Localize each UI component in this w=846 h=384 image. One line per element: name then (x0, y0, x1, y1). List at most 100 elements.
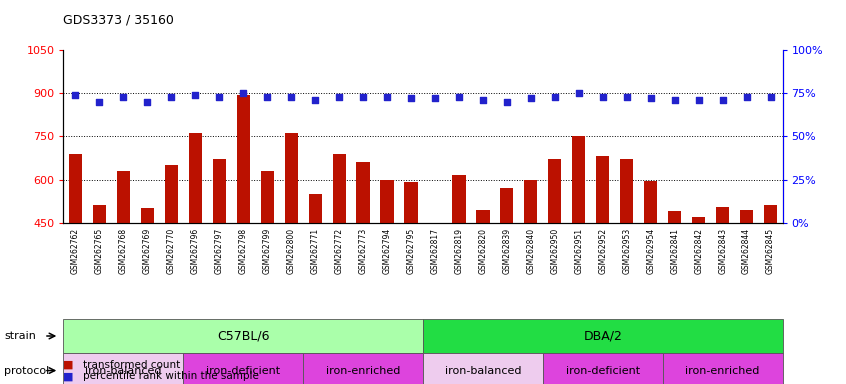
Text: GSM262954: GSM262954 (646, 227, 655, 274)
Text: strain: strain (4, 331, 36, 341)
Point (212, 94, 226, 100)
Text: iron-balanced: iron-balanced (85, 366, 162, 376)
Text: GSM262950: GSM262950 (551, 227, 559, 274)
Point (404, 95, 418, 101)
Text: GSM262843: GSM262843 (718, 227, 727, 274)
Text: percentile rank within the sample: percentile rank within the sample (83, 371, 259, 381)
Bar (476, 210, 490, 223)
Point (667, 97, 681, 103)
Bar (189, 134, 202, 223)
Point (572, 90, 585, 96)
Bar (740, 210, 753, 223)
Text: GSM262799: GSM262799 (263, 227, 272, 274)
Point (716, 97, 729, 103)
Text: GSM262772: GSM262772 (335, 227, 343, 274)
Text: iron-enriched: iron-enriched (326, 366, 400, 376)
Bar (453, 175, 465, 223)
Point (356, 94, 370, 100)
Bar (620, 159, 634, 223)
Text: GSM262795: GSM262795 (407, 227, 415, 274)
Bar (381, 180, 393, 223)
Point (92, 99, 106, 105)
Text: GSM262819: GSM262819 (454, 227, 464, 273)
Point (308, 97, 321, 103)
Text: ■: ■ (63, 371, 74, 381)
Text: GSM262794: GSM262794 (382, 227, 392, 274)
Text: GSM262841: GSM262841 (670, 227, 679, 273)
Point (140, 99, 154, 105)
Text: GSM262844: GSM262844 (742, 227, 751, 274)
Text: GSM262845: GSM262845 (766, 227, 775, 274)
Bar (140, 208, 154, 223)
Text: GSM262773: GSM262773 (359, 227, 367, 274)
Point (117, 94, 130, 100)
Bar (93, 205, 106, 223)
Text: iron-balanced: iron-balanced (445, 366, 521, 376)
Bar (764, 205, 777, 223)
Point (189, 92, 202, 98)
Bar (644, 181, 657, 223)
Bar (117, 171, 130, 223)
Point (428, 95, 442, 101)
Text: GSM262770: GSM262770 (167, 227, 176, 274)
Point (500, 99, 514, 105)
Bar (596, 157, 609, 223)
Point (332, 94, 346, 100)
Bar (548, 159, 562, 223)
Point (452, 94, 465, 100)
Text: GSM262797: GSM262797 (215, 227, 223, 274)
Point (236, 90, 250, 96)
Text: iron-deficient: iron-deficient (206, 366, 280, 376)
Bar (69, 154, 82, 223)
Text: GSM262840: GSM262840 (526, 227, 536, 274)
Bar (332, 154, 346, 223)
Text: ■: ■ (63, 360, 74, 370)
Bar (237, 94, 250, 223)
Text: GSM262817: GSM262817 (431, 227, 439, 273)
Point (644, 95, 657, 101)
Text: GSM262952: GSM262952 (598, 227, 607, 274)
Point (380, 94, 393, 100)
Point (692, 97, 706, 103)
Text: GSM262768: GSM262768 (119, 227, 128, 274)
Bar (356, 162, 370, 223)
Point (764, 94, 777, 100)
Text: iron-deficient: iron-deficient (566, 366, 640, 376)
Bar (668, 211, 681, 223)
Text: GSM262769: GSM262769 (143, 227, 151, 274)
Bar (500, 188, 514, 223)
Bar (692, 217, 706, 223)
Text: GSM262842: GSM262842 (695, 227, 703, 273)
Bar (284, 134, 298, 223)
Point (548, 94, 562, 100)
Text: GSM262796: GSM262796 (191, 227, 200, 274)
Point (261, 94, 274, 100)
Text: GSM262771: GSM262771 (310, 227, 320, 274)
Text: GSM262953: GSM262953 (623, 227, 631, 274)
Text: GSM262762: GSM262762 (71, 227, 80, 274)
Text: GSM262800: GSM262800 (287, 227, 295, 274)
Text: GDS3373 / 35160: GDS3373 / 35160 (63, 13, 174, 26)
Text: protocol: protocol (4, 366, 49, 376)
Text: iron-enriched: iron-enriched (685, 366, 760, 376)
Point (524, 95, 537, 101)
Point (739, 94, 753, 100)
Text: transformed count: transformed count (83, 360, 180, 370)
Text: GSM262765: GSM262765 (95, 227, 104, 274)
Text: GSM262951: GSM262951 (574, 227, 583, 274)
Bar (404, 182, 418, 223)
Bar (165, 165, 178, 223)
Bar (261, 171, 274, 223)
Point (164, 94, 178, 100)
Text: GSM262820: GSM262820 (479, 227, 487, 273)
Text: GSM262798: GSM262798 (239, 227, 248, 274)
Bar (309, 194, 321, 223)
Text: C57BL/6: C57BL/6 (217, 329, 270, 343)
Text: DBA/2: DBA/2 (584, 329, 622, 343)
Bar (716, 207, 729, 223)
Point (476, 97, 490, 103)
Text: GSM262839: GSM262839 (503, 227, 511, 274)
Bar (572, 136, 585, 223)
Bar (212, 159, 226, 223)
Bar (525, 180, 537, 223)
